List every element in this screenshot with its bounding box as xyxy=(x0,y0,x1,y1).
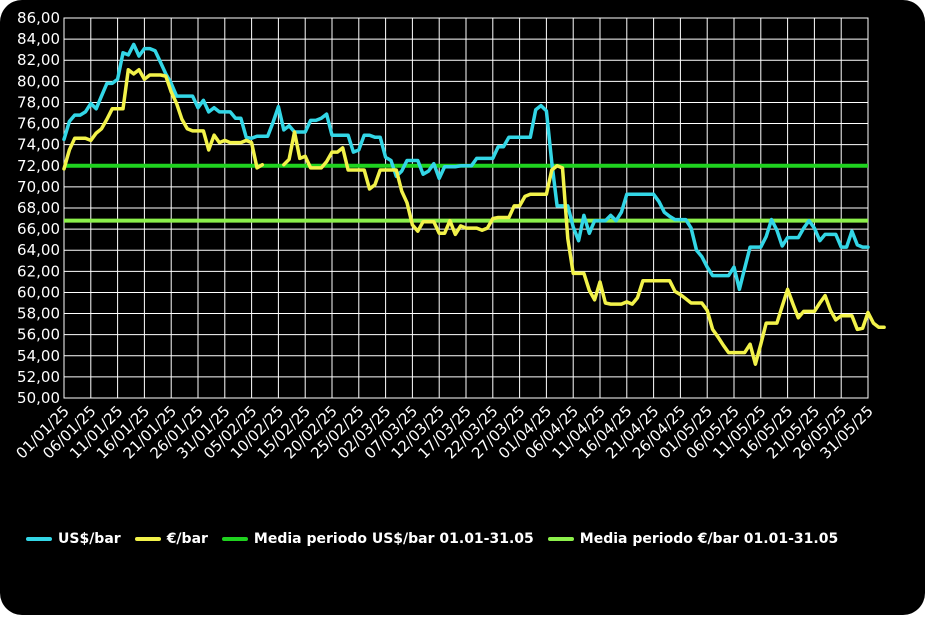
y-tick-label: 66,00 xyxy=(17,220,60,238)
legend-label-eur: €/bar xyxy=(166,531,208,547)
y-tick-label: 64,00 xyxy=(17,241,60,259)
y-tick-label: 54,00 xyxy=(17,347,60,365)
y-tick-label: 78,00 xyxy=(17,93,60,111)
y-tick-label: 58,00 xyxy=(17,305,60,323)
series-line-usd xyxy=(62,42,870,292)
y-tick-label: 60,00 xyxy=(17,283,60,301)
y-tick-label: 50,00 xyxy=(17,389,60,407)
legend-label-usd-average: Media periodo US$/bar 01.01-31.05 xyxy=(253,531,534,547)
legend-item-usd-average: Media periodo US$/bar 01.01-31.05 xyxy=(221,531,534,547)
legend-item-eur: €/bar xyxy=(134,531,208,547)
y-tick-label: 76,00 xyxy=(17,115,60,133)
y-tick-label: 82,00 xyxy=(17,51,60,69)
y-tick-label: 70,00 xyxy=(17,178,60,196)
y-tick-label: 56,00 xyxy=(17,326,60,344)
legend-swatch-eur xyxy=(134,537,161,541)
legend-swatch-usd xyxy=(26,537,52,541)
y-tick-label: 86,00 xyxy=(17,9,60,27)
y-tick-label: 84,00 xyxy=(17,30,60,48)
series-line-eur xyxy=(62,67,265,171)
legend-item-usd: US$/bar xyxy=(26,531,121,547)
y-tick-label: 72,00 xyxy=(17,157,60,175)
legend-label-eur-average: Media periodo €/bar 01.01-31.05 xyxy=(579,531,839,547)
plot-border xyxy=(63,17,869,399)
y-tick-label: 74,00 xyxy=(17,136,60,154)
legend-label-usd: US$/bar xyxy=(58,531,121,547)
y-tick-label: 68,00 xyxy=(17,199,60,217)
legend-swatch-usd-average xyxy=(221,537,248,541)
series-line-eur xyxy=(282,130,886,366)
legend-item-eur-average: Media periodo €/bar 01.01-31.05 xyxy=(547,531,839,547)
legend-swatch-eur-average xyxy=(547,537,574,541)
y-tick-label: 80,00 xyxy=(17,72,60,90)
y-tick-label: 52,00 xyxy=(17,368,60,386)
chart-legend: US$/bar €/bar Media periodo US$/bar 01.0… xyxy=(0,528,925,550)
y-tick-label: 62,00 xyxy=(17,262,60,280)
